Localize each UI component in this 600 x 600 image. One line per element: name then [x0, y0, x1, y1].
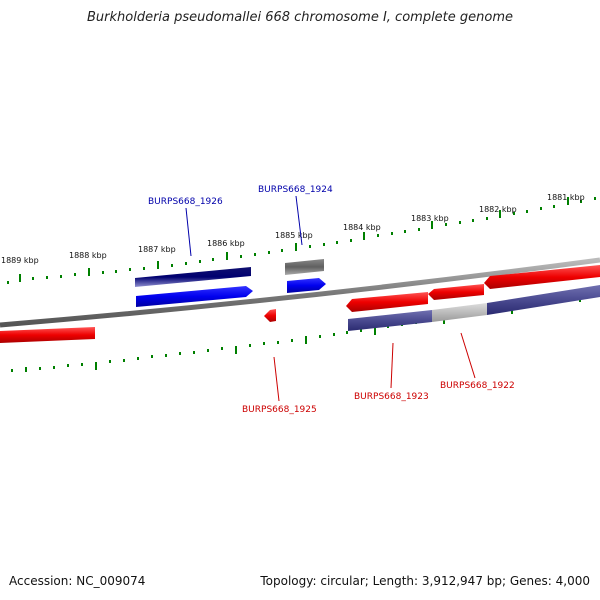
gene-labels: BURPS668_1926 BURPS668_1924 BURPS668_192… — [148, 185, 515, 415]
tick-label: 1888 kbp — [69, 251, 107, 260]
cds-feature-burps668-1922-b[interactable] — [484, 265, 600, 289]
tick-label: 1887 kbp — [138, 245, 176, 254]
tick-label: 1885 kbp — [275, 231, 313, 240]
accession-text: Accession: NC_009074 — [9, 574, 146, 588]
gene-feature-burps668-1922-reverse[interactable] — [487, 285, 600, 315]
cds-feature-burps668-1926[interactable] — [136, 286, 253, 307]
tick-label: 1882 kbp — [479, 205, 517, 214]
cds-feature-burps668-1922-a[interactable] — [428, 284, 484, 300]
label-leader-lines — [185, 195, 476, 402]
tick-label: 1884 kbp — [343, 223, 381, 232]
cds-feature-left-edge[interactable] — [0, 327, 95, 343]
gene-label-burps668-1925[interactable]: BURPS668_1925 — [242, 405, 317, 415]
gene-label-burps668-1922[interactable]: BURPS668_1922 — [440, 381, 515, 391]
forward-tick-marks — [7, 197, 596, 284]
cds-feature-burps668-1925[interactable] — [264, 309, 276, 322]
cds-feature-burps668-1923[interactable] — [346, 292, 428, 312]
gene-label-burps668-1926[interactable]: BURPS668_1926 — [148, 197, 223, 207]
leader-line-burps668-1925 — [273, 356, 280, 402]
leader-line-burps668-1922 — [460, 332, 476, 379]
gene-label-burps668-1923[interactable]: BURPS668_1923 — [354, 392, 429, 402]
leader-line-burps668-1926 — [185, 207, 192, 257]
genome-backbone — [0, 257, 600, 328]
forward-track — [135, 259, 326, 307]
tick-label: 1883 kbp — [411, 214, 449, 223]
gene-feature-burps668-1926-forward[interactable] — [135, 267, 251, 287]
tick-label: 1886 kbp — [207, 239, 245, 248]
gene-feature-pseudo-segment[interactable] — [432, 303, 487, 322]
cds-feature-burps668-1924[interactable] — [287, 278, 326, 293]
gene-feature-burps668-1923-reverse[interactable] — [348, 310, 432, 331]
gene-feature-burps668-1924-forward[interactable] — [285, 259, 324, 275]
tick-label: 1889 kbp — [1, 256, 39, 265]
tick-label: 1881 kbp — [547, 193, 585, 202]
genome-summary-text: Topology: circular; Length: 3,912,947 bp… — [260, 574, 590, 588]
reverse-track — [0, 265, 600, 343]
map-title: Burkholderia pseudomallei 668 chromosome… — [86, 10, 514, 25]
leader-line-burps668-1923 — [390, 342, 394, 389]
leader-line-burps668-1924 — [295, 195, 303, 246]
gene-label-burps668-1924[interactable]: BURPS668_1924 — [258, 185, 333, 195]
tick-labels: 1889 kbp 1888 kbp 1887 kbp 1886 kbp 1885… — [1, 193, 585, 265]
